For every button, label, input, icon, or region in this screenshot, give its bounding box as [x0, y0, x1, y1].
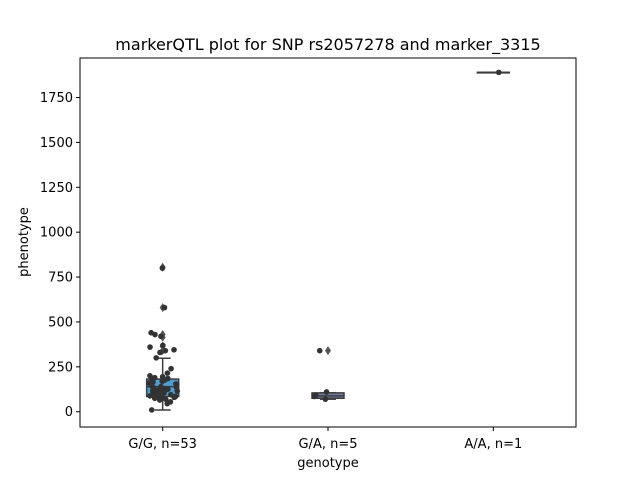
data-point	[159, 265, 166, 271]
data-point	[311, 393, 318, 400]
data-point	[153, 355, 159, 361]
data-point	[164, 370, 171, 376]
box-group	[476, 71, 511, 74]
data-point	[147, 344, 153, 350]
y-tick-label: 500	[48, 315, 73, 330]
data-point	[162, 347, 169, 354]
strip-points	[146, 265, 181, 413]
y-axis: 0 250 500 750 1000 1250 1500 1750	[40, 91, 80, 420]
data-point	[158, 333, 164, 340]
data-point	[148, 407, 155, 413]
data-point	[157, 349, 163, 356]
data-point	[495, 69, 502, 76]
outlier-marker	[325, 346, 331, 356]
y-tick-label: 1500	[40, 136, 73, 151]
x-tick-label: G/A, n=5	[298, 437, 357, 452]
data-point	[316, 347, 323, 354]
y-axis-label: phenotype	[17, 207, 32, 277]
chart-title: markerQTL plot for SNP rs2057278 and mar…	[115, 35, 540, 55]
data-point	[174, 388, 181, 394]
data-point	[161, 390, 167, 396]
strip-points	[311, 347, 330, 402]
data-point	[162, 396, 169, 402]
x-tick-label: A/A, n=1	[464, 437, 522, 452]
data-point	[151, 395, 158, 402]
x-axis-label: genotype	[297, 456, 358, 471]
y-tick-label: 1750	[40, 91, 73, 106]
data-point	[160, 342, 166, 349]
data-point	[147, 393, 153, 399]
data-point	[159, 378, 166, 385]
y-tick-label: 1250	[40, 181, 73, 196]
data-point	[165, 386, 171, 393]
data-point	[168, 365, 174, 372]
data-point	[322, 396, 329, 402]
data-point	[164, 400, 171, 407]
x-tick-label: G/G, n=53	[128, 437, 196, 452]
data-point	[161, 304, 168, 311]
x-axis: G/G, n=53 G/A, n=5 A/A, n=1	[128, 427, 522, 452]
y-tick-label: 1000	[40, 226, 73, 241]
y-tick-label: 0	[65, 405, 73, 420]
plot-area	[145, 69, 511, 413]
data-point	[323, 389, 330, 395]
data-point	[152, 331, 158, 338]
y-tick-label: 250	[48, 360, 73, 375]
y-tick-label: 750	[48, 271, 73, 286]
data-point	[171, 394, 177, 401]
data-point	[171, 346, 177, 353]
strip-points	[495, 69, 502, 76]
data-point	[156, 397, 163, 403]
